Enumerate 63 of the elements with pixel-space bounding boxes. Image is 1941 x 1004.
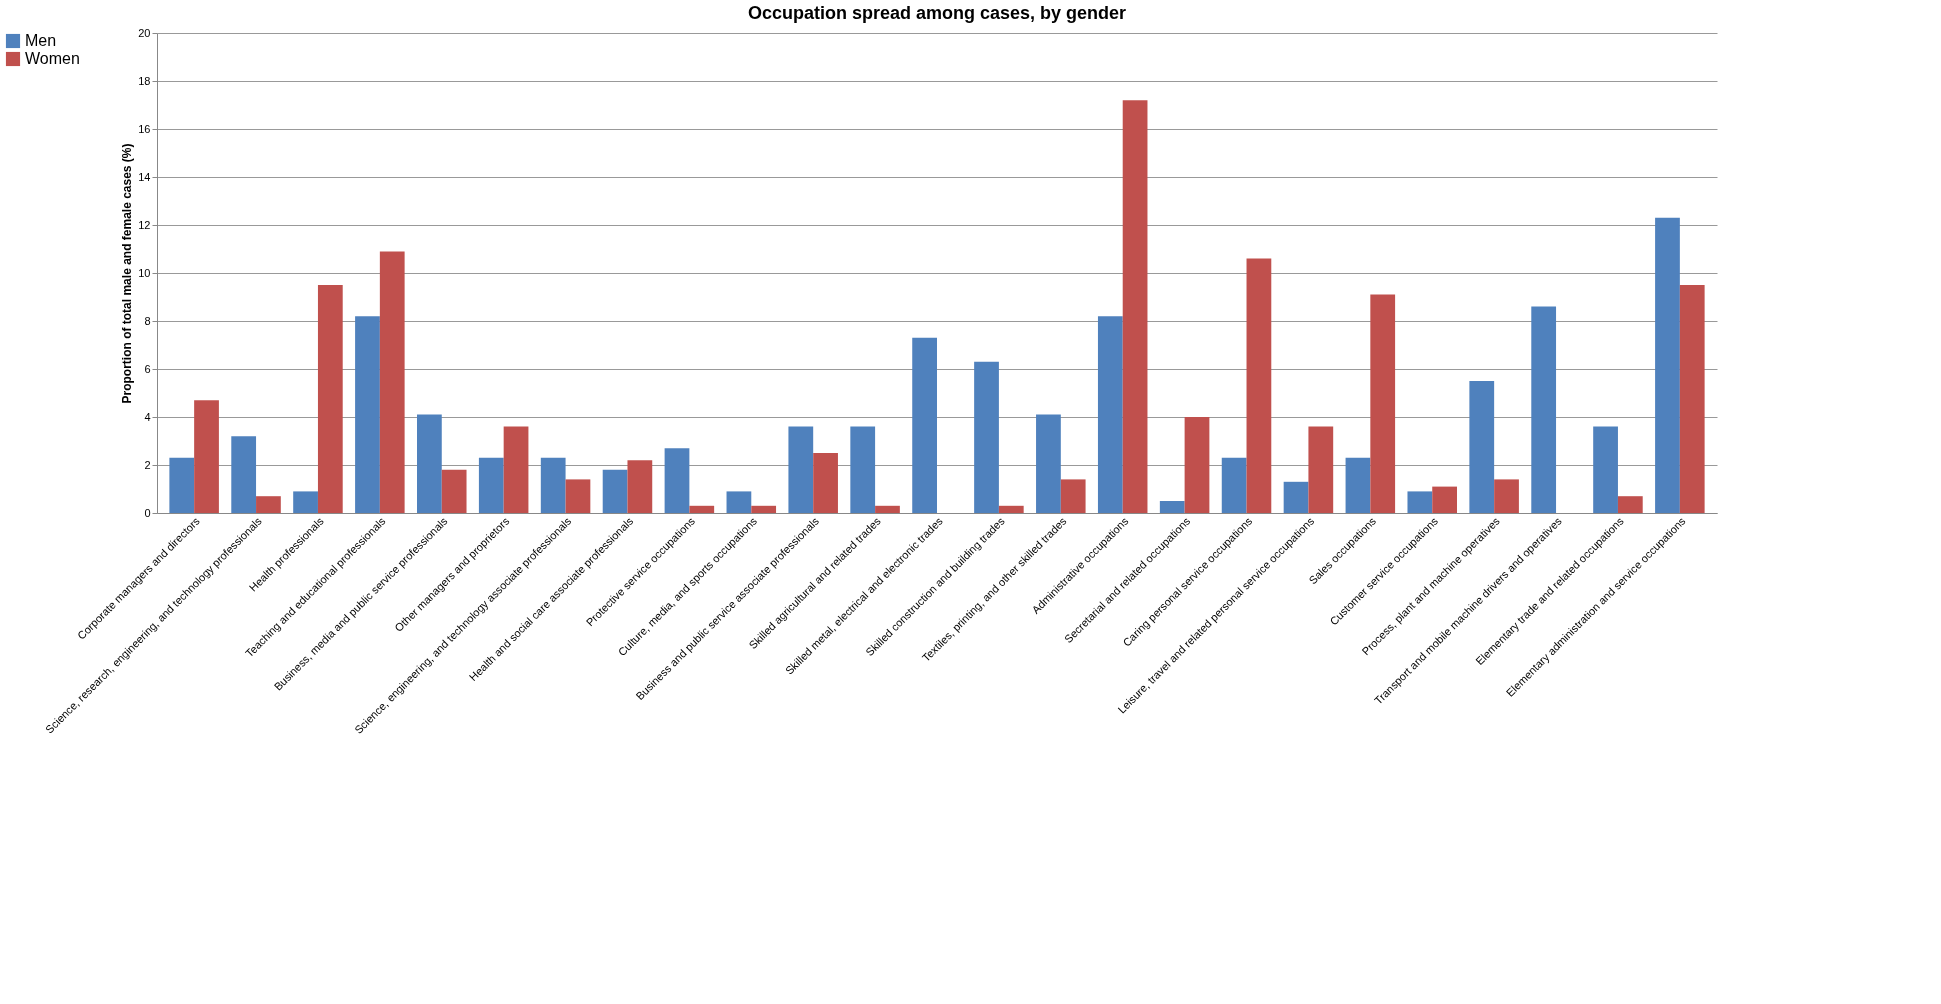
y-tick-label: 6	[144, 362, 151, 375]
bar	[1221, 457, 1247, 513]
bar	[1036, 414, 1061, 513]
bar	[1407, 491, 1433, 513]
bar	[169, 457, 195, 513]
legend-label: Women	[25, 50, 80, 67]
bar	[256, 496, 281, 513]
bar	[1097, 316, 1123, 513]
bar	[875, 505, 900, 513]
bar	[726, 491, 752, 513]
y-tick-label: 10	[138, 266, 151, 279]
bar	[293, 491, 318, 513]
bar	[912, 337, 937, 513]
y-tick-label: 16	[138, 122, 151, 135]
bar	[813, 453, 838, 513]
y-tick-label: 4	[144, 410, 151, 423]
bar	[1184, 417, 1210, 513]
bar	[231, 436, 257, 513]
y-tick-label: 2	[144, 458, 151, 471]
bar	[1060, 479, 1086, 513]
y-tick-label: 14	[138, 170, 151, 183]
bar	[1308, 426, 1334, 513]
bar	[194, 400, 219, 513]
bar	[540, 457, 566, 513]
bar	[1345, 457, 1371, 513]
bar	[478, 457, 504, 513]
bar	[788, 426, 814, 513]
bar	[1122, 100, 1148, 513]
bar	[1246, 258, 1272, 513]
bar	[1593, 426, 1618, 513]
bar	[850, 426, 876, 513]
bar	[565, 479, 591, 513]
bar	[417, 414, 442, 513]
legend-label: Men	[25, 32, 57, 49]
bar	[1370, 294, 1396, 513]
bar	[974, 361, 999, 513]
bar	[379, 251, 405, 513]
y-tick-label: 12	[138, 218, 151, 231]
bar	[441, 469, 467, 513]
bar	[1531, 306, 1557, 513]
bar	[503, 426, 529, 513]
bar	[751, 505, 777, 513]
y-tick-label: 18	[138, 74, 151, 87]
bar	[627, 460, 653, 513]
y-tick-label: 20	[138, 26, 151, 39]
bar	[998, 505, 1024, 513]
bar	[1617, 496, 1643, 513]
bar	[1494, 479, 1519, 513]
bar	[689, 505, 715, 513]
bar	[602, 469, 628, 513]
bar	[1679, 285, 1705, 513]
bar	[664, 448, 690, 513]
bar	[1159, 501, 1185, 513]
chart-title: Occupation spread among cases, by gender	[747, 3, 1127, 23]
y-axis-title: Proportion of total male and female cases (%)	[120, 143, 135, 404]
bar	[1432, 486, 1457, 513]
bar	[1655, 217, 1680, 513]
y-tick-label: 8	[144, 314, 151, 327]
y-tick-label: 0	[144, 506, 151, 519]
bar	[1469, 381, 1495, 513]
bar	[317, 285, 343, 513]
bar	[355, 316, 380, 513]
bar	[1283, 481, 1309, 513]
